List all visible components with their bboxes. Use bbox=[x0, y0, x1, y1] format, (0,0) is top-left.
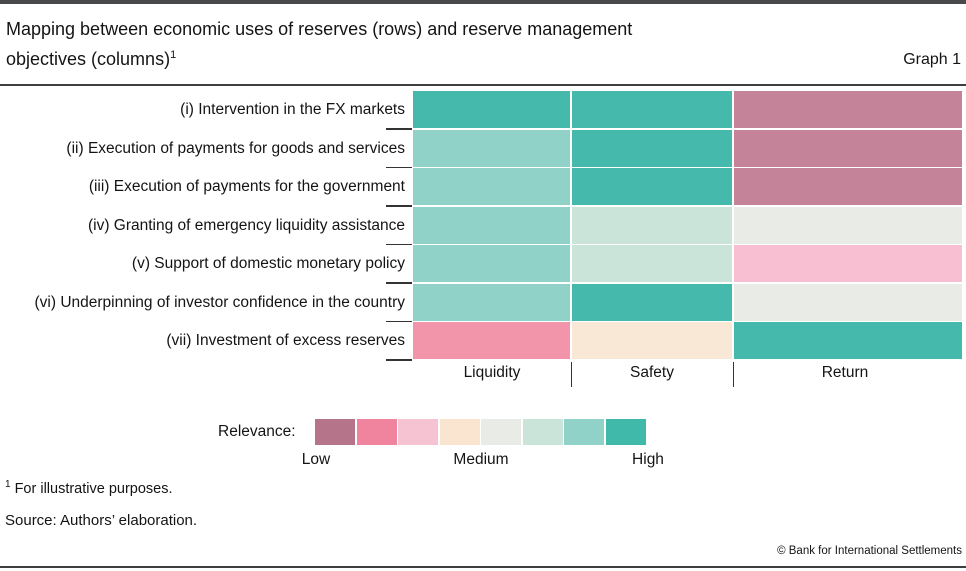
column-label-return: Return bbox=[821, 364, 869, 381]
row-label: (ii) Execution of payments for goods and… bbox=[66, 139, 405, 157]
copyright-line: © Bank for International Settlements bbox=[777, 545, 962, 557]
heatmap-row: (i) Intervention in the FX markets bbox=[0, 91, 966, 128]
row-axis-tick bbox=[386, 205, 412, 207]
row-label: (vii) Investment of excess reserves bbox=[166, 332, 405, 349]
row-axis-tick bbox=[386, 359, 412, 361]
legend-swatch bbox=[481, 419, 521, 445]
heatmap-cell bbox=[733, 322, 962, 359]
row-axis-tick bbox=[386, 320, 412, 322]
legend-swatch bbox=[398, 419, 438, 445]
bottom-border-rule bbox=[0, 566, 966, 568]
header-rule bbox=[0, 84, 966, 86]
heatmap-row: (vii) Investment of excess reserves bbox=[0, 322, 966, 359]
legend-scale-low: Low bbox=[301, 451, 331, 468]
row-axis-tick bbox=[386, 128, 412, 130]
legend-swatch bbox=[605, 419, 646, 445]
graph-number-label: Graph 1 bbox=[903, 51, 961, 68]
heatmap-cell bbox=[413, 206, 570, 244]
heatmap-cell bbox=[572, 245, 732, 282]
row-axis-tick bbox=[386, 282, 412, 284]
heatmap-cell bbox=[733, 206, 962, 244]
heatmap-cell bbox=[413, 168, 570, 205]
heatmap-cell bbox=[413, 91, 570, 128]
row-label: (vi) Underpinning of investor confidence… bbox=[34, 293, 405, 311]
heatmap-cell bbox=[733, 91, 962, 128]
heatmap-row: (iv) Granting of emergency liquidity ass… bbox=[0, 206, 966, 244]
heatmap-cell bbox=[572, 283, 732, 321]
source-line: Source: Authors’ elaboration. bbox=[5, 512, 198, 529]
column-axis-tick bbox=[571, 362, 573, 387]
heatmap-cell bbox=[733, 245, 962, 282]
heatmap-cell bbox=[733, 168, 962, 205]
row-label: (iv) Granting of emergency liquidity ass… bbox=[87, 216, 405, 234]
heatmap-row: (ii) Execution of payments for goods and… bbox=[0, 129, 966, 167]
legend-scale-medium: Medium bbox=[453, 451, 509, 468]
legend-swatch-strip bbox=[315, 419, 646, 445]
column-label-safety: Safety bbox=[630, 364, 674, 381]
heatmap-cell bbox=[413, 245, 570, 282]
heatmap-row: (iii) Execution of payments for the gove… bbox=[0, 168, 966, 205]
heatmap-cell bbox=[572, 322, 732, 359]
heatmap-row: (v) Support of domestic monetary policy bbox=[0, 245, 966, 282]
row-axis-tick bbox=[386, 166, 412, 168]
heatmap-row: (vi) Underpinning of investor confidence… bbox=[0, 283, 966, 321]
heatmap-cell bbox=[572, 206, 732, 244]
legend-swatch bbox=[439, 419, 480, 445]
legend-swatch bbox=[522, 419, 563, 445]
row-label: (i) Intervention in the FX markets bbox=[180, 101, 405, 118]
graph-title-line2: objectives (columns) bbox=[6, 49, 171, 69]
column-label-liquidity: Liquidity bbox=[463, 364, 521, 381]
top-border-rule bbox=[0, 0, 966, 4]
legend-swatch bbox=[315, 419, 355, 445]
footnote: 1 For illustrative purposes. bbox=[5, 479, 173, 497]
legend-swatch bbox=[564, 419, 604, 445]
heatmap-grid: (i) Intervention in the FX markets (ii) E… bbox=[0, 91, 966, 361]
legend-scale-high: High bbox=[632, 451, 664, 468]
heatmap-cell bbox=[413, 129, 570, 167]
heatmap-cell bbox=[572, 168, 732, 205]
footnote-text: For illustrative purposes. bbox=[14, 480, 173, 497]
legend-swatch bbox=[356, 419, 397, 445]
heatmap-cell bbox=[733, 129, 962, 167]
column-axis-tick bbox=[733, 362, 735, 387]
row-label: (v) Support of domestic monetary policy bbox=[131, 255, 405, 272]
heatmap-cell bbox=[572, 129, 732, 167]
heatmap-cell bbox=[733, 283, 962, 321]
heatmap-cell bbox=[413, 322, 570, 359]
row-label: (iii) Execution of payments for the gove… bbox=[88, 178, 405, 195]
footnote-marker: 1 bbox=[5, 479, 11, 490]
title-footnote-marker: 1 bbox=[170, 49, 177, 61]
heatmap-cell bbox=[572, 91, 732, 128]
legend-title: Relevance: bbox=[218, 423, 296, 440]
heatmap-cell bbox=[413, 283, 570, 321]
row-axis-tick bbox=[386, 243, 412, 245]
graph-title: Mapping between economic uses of reserve… bbox=[6, 16, 632, 72]
graph-title-line1: Mapping between economic uses of reserve… bbox=[6, 19, 633, 39]
